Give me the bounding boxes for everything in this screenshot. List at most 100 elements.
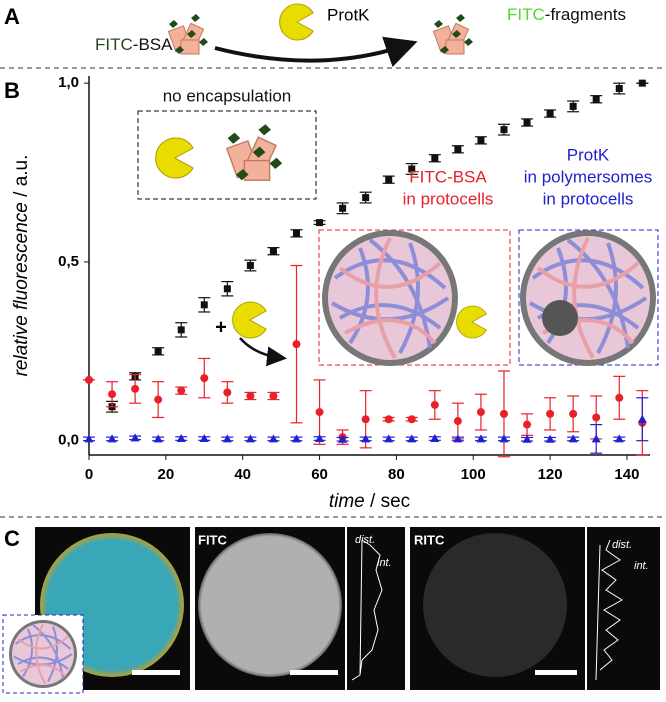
point (107, 434, 117, 443)
profile-line (351, 539, 383, 681)
legend-label: FITC-BSA (409, 167, 487, 186)
point (569, 102, 577, 110)
protocell-image (198, 533, 342, 677)
channel-label: FITC (198, 532, 227, 547)
point (637, 414, 647, 423)
axis-label: dist. (355, 534, 375, 546)
legend-label: in protocells (543, 189, 634, 208)
label-part: time (329, 491, 365, 512)
point (315, 408, 324, 417)
label-part: -fragments (545, 5, 626, 24)
point (384, 434, 394, 443)
x-tick-label: 80 (388, 466, 405, 483)
point (615, 393, 624, 402)
point (431, 154, 439, 162)
bsa-icon (167, 13, 209, 55)
panel-a: A FITC-BSA ProtK FITC-fragments (4, 3, 626, 67)
point (430, 434, 440, 443)
point (269, 247, 277, 255)
bsa-icon (226, 123, 283, 181)
x-tick-label: 0 (85, 466, 93, 483)
point (545, 434, 555, 443)
point (108, 390, 117, 399)
x-tick-label: 20 (158, 466, 175, 483)
panel-c: C FITC RITC dist. int. dist. int. (2, 526, 660, 694)
legend-label: no encapsulation (163, 86, 292, 105)
x-tick-label: 100 (461, 466, 486, 483)
point (385, 176, 393, 184)
intensity-profile (587, 527, 660, 690)
legend-box (137, 110, 317, 200)
point (476, 408, 485, 417)
inset-icon (8, 619, 78, 689)
point (615, 85, 623, 93)
x-tick-label: 120 (538, 466, 563, 483)
panel-label: C (4, 526, 20, 551)
panel-label: B (4, 78, 20, 103)
polymersome-icon (542, 300, 578, 336)
y-tick-label: 0,0 (58, 432, 79, 449)
point (85, 375, 93, 384)
label-part: -BSA (133, 35, 173, 54)
point (408, 165, 416, 173)
point (316, 219, 324, 227)
label-part: FITC (507, 5, 545, 24)
point (199, 434, 209, 443)
point (154, 395, 163, 404)
y-tick-label: 1,0 (58, 74, 79, 91)
point (177, 386, 186, 395)
point (292, 340, 301, 349)
point (591, 434, 601, 443)
x-tick-label: 40 (234, 466, 251, 483)
point (453, 417, 462, 426)
point (339, 204, 347, 212)
point (223, 388, 232, 397)
label-part: / sec (365, 491, 410, 512)
point (362, 194, 370, 202)
legend-box (518, 229, 659, 366)
protk-icon (155, 137, 194, 179)
point (200, 374, 209, 383)
point (361, 434, 371, 443)
point (291, 434, 301, 443)
axis-label: int. (377, 557, 392, 569)
point (176, 434, 186, 443)
panel-label: A (4, 4, 20, 29)
protocell-icon (518, 228, 658, 368)
point (453, 434, 463, 443)
protk-icon (232, 301, 267, 339)
protk-label: ProtK (327, 5, 370, 24)
point (476, 434, 486, 443)
intensity-profile (347, 527, 405, 690)
fragments-icon (432, 13, 474, 55)
scale-bar (132, 670, 180, 675)
point (153, 434, 163, 443)
label-part: FITC (95, 35, 133, 54)
point (222, 434, 232, 443)
protocell-icon (320, 228, 460, 368)
point (223, 285, 231, 293)
point (546, 409, 555, 418)
point (177, 326, 185, 334)
point (131, 384, 140, 393)
fragments-label: FITC-fragments (507, 5, 626, 24)
point (269, 392, 278, 401)
point (407, 415, 416, 424)
x-axis-label: time / sec (329, 491, 410, 512)
point (130, 433, 140, 442)
legend-label: ProtK (567, 145, 610, 164)
label-part: relative fluorescence (11, 202, 32, 376)
legend-label: in polymersomes (524, 167, 653, 186)
profile-line (595, 539, 623, 681)
axis-label: dist. (612, 539, 632, 551)
fitc-bsa-label: FITC-BSA (95, 35, 173, 54)
point (246, 392, 255, 401)
reaction-arrow (214, 36, 418, 67)
point (569, 409, 578, 418)
arrow (239, 337, 287, 367)
point (592, 413, 601, 422)
scale-bar (535, 670, 577, 675)
x-tick-label: 60 (311, 466, 328, 483)
point (245, 434, 255, 443)
